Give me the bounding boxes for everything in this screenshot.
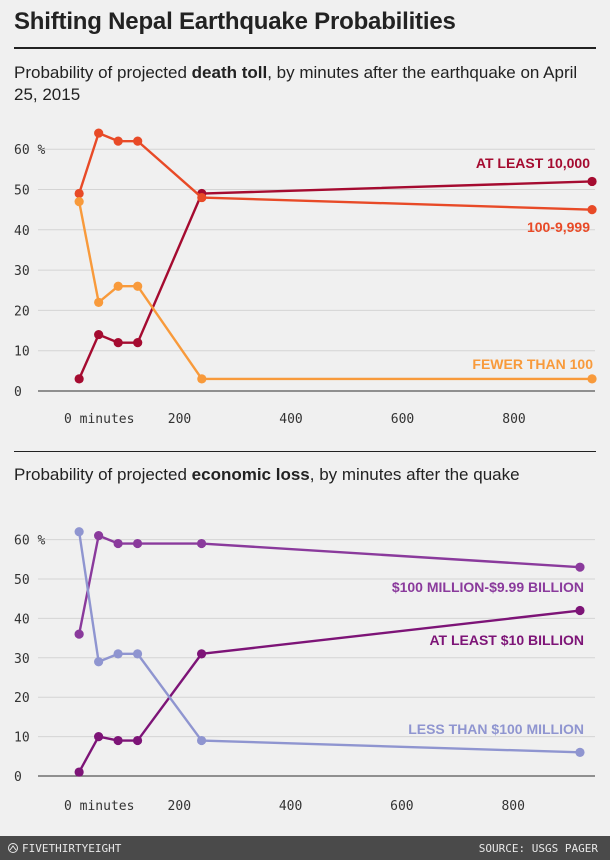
data-point <box>74 767 84 777</box>
series-label: AT LEAST $10 BILLION <box>429 632 584 648</box>
brand-name: FIVETHIRTYEIGHT <box>22 842 122 855</box>
data-point <box>133 281 143 291</box>
source-credit: SOURCE: USGS PAGER <box>478 842 598 855</box>
series-label: 100-9,999 <box>527 219 590 235</box>
series-label: FEWER THAN 100 <box>472 356 593 372</box>
data-point <box>575 747 585 757</box>
subtitle-emphasis: death toll <box>191 63 268 82</box>
data-point <box>197 192 207 203</box>
y-tick-label: 40 <box>14 224 30 239</box>
data-point <box>113 538 123 549</box>
subtitle-emphasis: economic loss <box>191 465 310 484</box>
y-tick-label: 0 <box>14 770 22 785</box>
y-tick-label: 30 <box>14 264 30 279</box>
y-tick-label: 10 <box>14 731 30 746</box>
series-label: AT LEAST 10,000 <box>476 155 590 171</box>
subtitle-text: , by minutes after the quake <box>309 465 520 484</box>
title-rule <box>14 47 596 49</box>
subtitle-text: , by minutes after the earthquake on Apr… <box>14 63 578 104</box>
data-point <box>575 562 585 572</box>
y-tick-label: 10 <box>14 345 30 360</box>
data-point <box>94 732 104 742</box>
data-point <box>133 338 143 348</box>
footer-bar: FIVETHIRTYEIGHT SOURCE: USGS PAGER <box>0 836 610 860</box>
data-point <box>94 297 104 307</box>
data-point <box>196 649 207 659</box>
death-toll-subtitle: Probability of projected death toll, by … <box>14 62 604 106</box>
y-tick-label: 20 <box>14 691 30 706</box>
data-point <box>74 629 84 639</box>
data-point <box>113 136 123 146</box>
y-tick-label: 40 <box>14 612 30 627</box>
y-tick-label: 60 % <box>14 534 45 549</box>
series-line <box>78 131 593 211</box>
x-tick-label: 400 <box>279 412 302 427</box>
data-point <box>197 374 207 384</box>
data-point <box>132 538 143 549</box>
chart-title: Shifting Nepal Earthquake Probabilities <box>14 8 456 35</box>
y-tick-label: 20 <box>14 304 30 319</box>
data-point <box>94 329 104 340</box>
data-point <box>587 374 597 384</box>
economic-loss-subtitle: Probability of projected economic loss, … <box>14 464 604 486</box>
data-point <box>587 176 597 187</box>
x-tick-label: 600 <box>390 799 413 814</box>
data-point <box>113 338 123 348</box>
x-tick-label: 0 minutes <box>64 799 134 814</box>
y-tick-label: 50 <box>14 573 30 588</box>
data-point <box>74 196 84 207</box>
data-point <box>575 605 585 616</box>
y-tick-label: 0 <box>14 385 22 400</box>
brand: FIVETHIRTYEIGHT <box>8 842 121 855</box>
data-point <box>74 527 84 537</box>
x-tick-label: 200 <box>168 799 191 814</box>
data-point <box>196 538 207 549</box>
section-divider <box>14 451 596 452</box>
x-tick-label: 200 <box>168 412 191 427</box>
data-point <box>94 128 104 138</box>
data-point <box>132 735 143 746</box>
data-point <box>74 188 84 199</box>
y-tick-label: 30 <box>14 652 30 667</box>
economic-loss-chart: 0 10 20 30 40 50 60 % 0 minutes 200 400 600 800 $100… <box>14 527 595 814</box>
series-line <box>78 180 593 380</box>
data-point <box>587 205 597 215</box>
x-tick-label: 400 <box>279 799 302 814</box>
x-tick-label: 600 <box>391 412 414 427</box>
series-line <box>77 531 581 754</box>
data-point <box>133 136 143 146</box>
data-point <box>113 735 123 746</box>
y-tick-label: 60 % <box>14 143 45 158</box>
series-line <box>77 534 581 635</box>
y-tick-label: 50 <box>14 184 30 199</box>
data-point <box>132 649 143 659</box>
fivethirtyeight-logo-icon <box>8 843 18 853</box>
data-point <box>74 374 84 384</box>
x-tick-label: 800 <box>501 799 524 814</box>
data-point <box>196 735 207 746</box>
subtitle-text: Probability of projected <box>14 63 192 82</box>
series-label: $100 MILLION-$9.99 BILLION <box>392 579 584 595</box>
data-point <box>94 531 104 541</box>
data-point <box>94 657 104 667</box>
series-label: LESS THAN $100 MILLION <box>408 721 584 737</box>
death-toll-chart: 0 10 20 30 40 50 60 % 0 minutes 200 400 600 800 AT L… <box>14 128 597 427</box>
x-tick-label: 800 <box>502 412 525 427</box>
data-point <box>113 281 123 291</box>
subtitle-text: Probability of projected <box>14 465 192 484</box>
data-point <box>113 649 123 659</box>
series-line <box>77 201 593 381</box>
x-tick-label: 0 minutes <box>64 412 134 427</box>
series-line <box>78 609 581 773</box>
